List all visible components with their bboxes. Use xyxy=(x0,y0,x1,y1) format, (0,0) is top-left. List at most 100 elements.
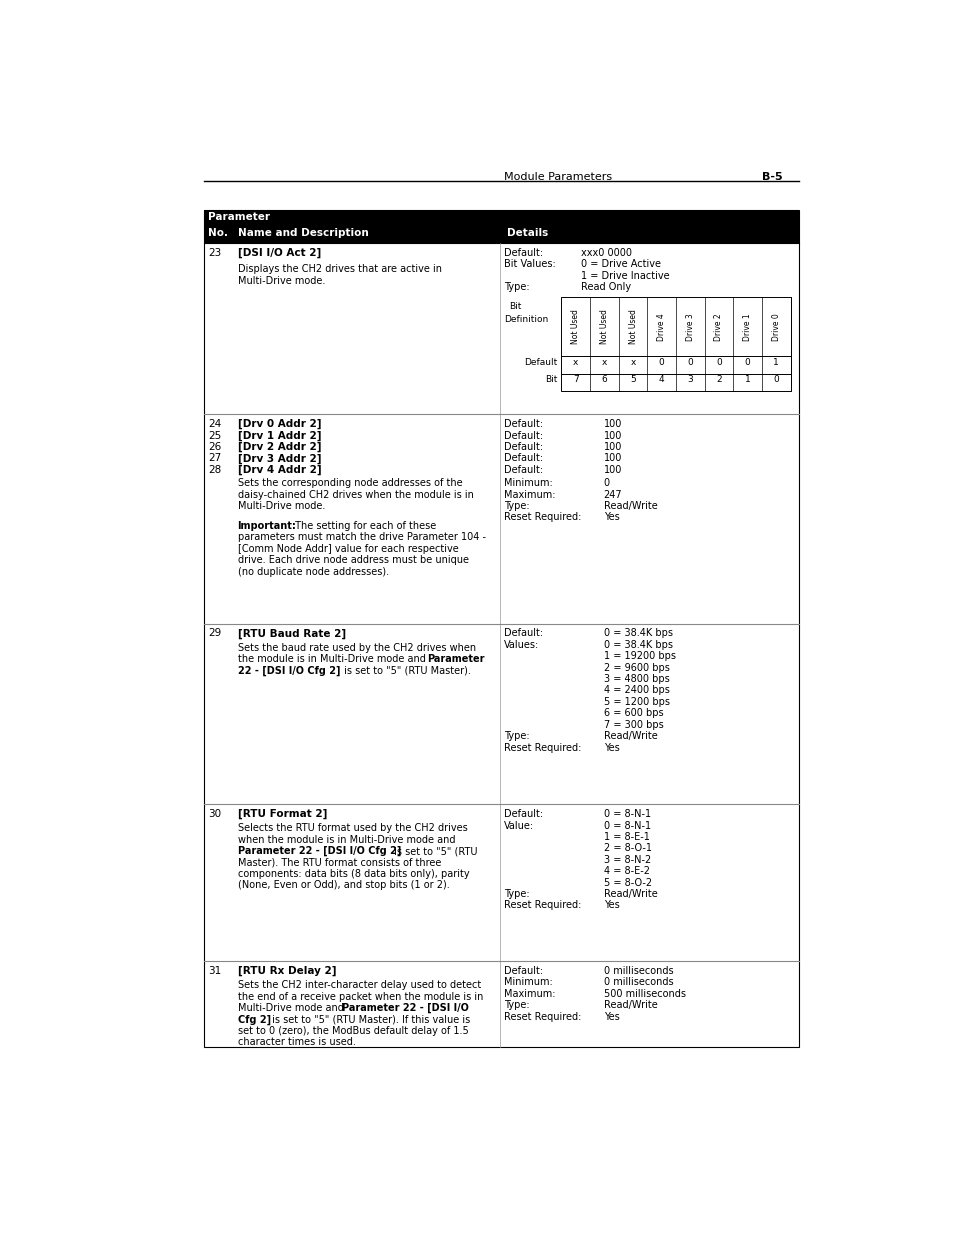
Text: The setting for each of these: The setting for each of these xyxy=(292,521,436,531)
Text: Maximum:: Maximum: xyxy=(503,989,555,999)
Text: 0: 0 xyxy=(744,358,750,367)
Text: 27: 27 xyxy=(208,453,221,463)
Text: x: x xyxy=(601,358,606,367)
Text: Sets the baud rate used by the CH2 drives when: Sets the baud rate used by the CH2 drive… xyxy=(237,642,476,652)
Text: Type:: Type: xyxy=(503,1000,529,1010)
Text: Bit: Bit xyxy=(508,303,520,311)
Text: Default: Default xyxy=(524,358,558,367)
Text: (None, Even or Odd), and stop bits (1 or 2).: (None, Even or Odd), and stop bits (1 or… xyxy=(237,881,449,890)
Text: character times is used.: character times is used. xyxy=(237,1037,355,1047)
Text: Reset Required:: Reset Required: xyxy=(503,513,580,522)
Text: [RTU Baud Rate 2]: [RTU Baud Rate 2] xyxy=(237,629,345,638)
Text: 500 milliseconds: 500 milliseconds xyxy=(603,989,685,999)
Text: 0: 0 xyxy=(716,358,721,367)
Text: 26: 26 xyxy=(208,442,221,452)
Text: is set to "5" (RTU Master).: is set to "5" (RTU Master). xyxy=(341,666,471,676)
Text: B-5: B-5 xyxy=(761,172,782,182)
Text: Multi-Drive mode.: Multi-Drive mode. xyxy=(237,501,325,511)
Bar xyxy=(204,210,799,227)
Text: [DSI I/O Act 2]: [DSI I/O Act 2] xyxy=(237,248,320,258)
Text: Default:: Default: xyxy=(503,464,542,475)
Text: 3 = 8-N-2: 3 = 8-N-2 xyxy=(603,855,650,864)
Text: [Comm Node Addr] value for each respective: [Comm Node Addr] value for each respecti… xyxy=(237,543,457,553)
Text: 0 = 8-N-1: 0 = 8-N-1 xyxy=(603,820,650,830)
Text: 0 = Drive Active: 0 = Drive Active xyxy=(580,259,660,269)
Text: 0: 0 xyxy=(659,358,664,367)
Text: parameters must match the drive Parameter 104 -: parameters must match the drive Paramete… xyxy=(237,532,485,542)
Text: Read Only: Read Only xyxy=(580,283,631,293)
Text: Parameter: Parameter xyxy=(208,212,270,222)
Text: 1 = Drive Inactive: 1 = Drive Inactive xyxy=(580,270,669,280)
Text: [Drv 3 Addr 2]: [Drv 3 Addr 2] xyxy=(237,453,321,463)
Text: Drive 1: Drive 1 xyxy=(742,314,751,341)
Text: [Drv 2 Addr 2]: [Drv 2 Addr 2] xyxy=(237,442,321,452)
Text: 31: 31 xyxy=(208,966,221,976)
Text: 100: 100 xyxy=(603,419,621,430)
Text: 3 = 4800 bps: 3 = 4800 bps xyxy=(603,674,669,684)
Text: drive. Each drive node address must be unique: drive. Each drive node address must be u… xyxy=(237,556,468,566)
Text: (no duplicate node addresses).: (no duplicate node addresses). xyxy=(237,567,388,577)
Text: 2 = 9600 bps: 2 = 9600 bps xyxy=(603,663,669,673)
Text: Not Used: Not Used xyxy=(571,310,579,345)
Text: 100: 100 xyxy=(603,453,621,463)
Text: the module is in Multi-Drive mode and: the module is in Multi-Drive mode and xyxy=(237,655,428,664)
Text: Definition: Definition xyxy=(503,315,547,324)
Text: 4 = 8-E-2: 4 = 8-E-2 xyxy=(603,866,649,876)
Text: Sets the CH2 inter-character delay used to detect: Sets the CH2 inter-character delay used … xyxy=(237,981,480,990)
Text: Values:: Values: xyxy=(503,640,538,650)
Text: 0 milliseconds: 0 milliseconds xyxy=(603,966,673,976)
Text: Parameter 22 - [DSI I/O Cfg 2]: Parameter 22 - [DSI I/O Cfg 2] xyxy=(237,846,400,856)
Text: 5 = 8-O-2: 5 = 8-O-2 xyxy=(603,878,651,888)
Text: 100: 100 xyxy=(603,431,621,441)
Text: Value:: Value: xyxy=(503,820,534,830)
Text: 28: 28 xyxy=(208,464,221,475)
Text: 0: 0 xyxy=(773,375,779,384)
Text: Displays the CH2 drives that are active in: Displays the CH2 drives that are active … xyxy=(237,264,441,274)
Text: Default:: Default: xyxy=(503,431,542,441)
Text: Type:: Type: xyxy=(503,501,529,511)
Text: Read/Write: Read/Write xyxy=(603,889,657,899)
Text: the end of a receive packet when the module is in: the end of a receive packet when the mod… xyxy=(237,992,482,1002)
Text: set to 0 (zero), the ModBus default delay of 1.5: set to 0 (zero), the ModBus default dela… xyxy=(237,1026,468,1036)
Text: 6 = 600 bps: 6 = 600 bps xyxy=(603,709,662,719)
Text: Drive 2: Drive 2 xyxy=(714,314,722,341)
Text: Cfg 2]: Cfg 2] xyxy=(237,1014,271,1025)
Text: 29: 29 xyxy=(208,629,221,638)
Text: 100: 100 xyxy=(603,464,621,475)
Text: Drive 0: Drive 0 xyxy=(771,314,780,341)
Text: 5: 5 xyxy=(630,375,636,384)
Text: Yes: Yes xyxy=(603,513,618,522)
Text: 30: 30 xyxy=(208,809,221,819)
Text: 5 = 1200 bps: 5 = 1200 bps xyxy=(603,697,669,706)
Text: 3: 3 xyxy=(687,375,693,384)
Text: Default:: Default: xyxy=(503,966,542,976)
Text: Type:: Type: xyxy=(503,889,529,899)
Text: 4: 4 xyxy=(659,375,664,384)
Text: Type:: Type: xyxy=(503,283,529,293)
Text: Reset Required:: Reset Required: xyxy=(503,1011,580,1021)
Text: 7 = 300 bps: 7 = 300 bps xyxy=(603,720,662,730)
Text: [Drv 1 Addr 2]: [Drv 1 Addr 2] xyxy=(237,431,321,441)
Text: 22 - [DSI I/O Cfg 2]: 22 - [DSI I/O Cfg 2] xyxy=(237,666,339,676)
Text: Default:: Default: xyxy=(503,248,542,258)
Text: Module Parameters: Module Parameters xyxy=(503,172,611,182)
Text: components: data bits (8 data bits only), parity: components: data bits (8 data bits only)… xyxy=(237,869,469,879)
Text: xxx0 0000: xxx0 0000 xyxy=(580,248,632,258)
Text: 2: 2 xyxy=(716,375,721,384)
Text: Selects the RTU format used by the CH2 drives: Selects the RTU format used by the CH2 d… xyxy=(237,824,467,834)
Text: 4 = 2400 bps: 4 = 2400 bps xyxy=(603,685,669,695)
Bar xyxy=(560,298,790,390)
Text: x: x xyxy=(573,358,578,367)
Text: 6: 6 xyxy=(600,375,607,384)
Text: Parameter 22 - [DSI I/O: Parameter 22 - [DSI I/O xyxy=(341,1003,468,1014)
Text: 1 = 19200 bps: 1 = 19200 bps xyxy=(603,651,675,661)
Text: Read/Write: Read/Write xyxy=(603,1000,657,1010)
Text: Minimum:: Minimum: xyxy=(503,478,552,488)
Text: 2 = 8-O-1: 2 = 8-O-1 xyxy=(603,844,651,853)
Text: 23: 23 xyxy=(208,248,221,258)
Text: 1 = 8-E-1: 1 = 8-E-1 xyxy=(603,832,649,842)
Text: 0: 0 xyxy=(603,478,609,488)
Text: 247: 247 xyxy=(603,489,621,500)
Text: Yes: Yes xyxy=(603,900,618,910)
Text: Reset Required:: Reset Required: xyxy=(503,742,580,752)
